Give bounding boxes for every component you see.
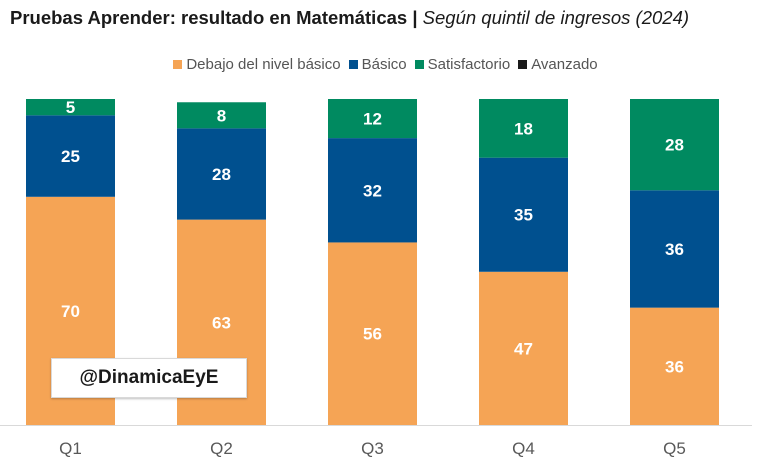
bar-segment (479, 157, 568, 272)
bar-segment (26, 99, 115, 116)
x-tick-label: Q2 (210, 439, 233, 458)
legend-swatch (348, 60, 358, 69)
legend-item: Básico (348, 56, 407, 73)
legend-label: Básico (361, 56, 407, 73)
x-tick-label: Q5 (663, 439, 686, 458)
x-tick-label: Q3 (361, 439, 384, 458)
chart-title-main: Pruebas Aprender: resultado en Matemátic… (10, 7, 418, 28)
chart-title: Pruebas Aprender: resultado en Matemátic… (10, 7, 689, 29)
data-label: 8 (217, 106, 226, 125)
data-label: 18 (514, 119, 533, 138)
data-label: 70 (61, 302, 80, 321)
data-label: 5 (66, 98, 75, 117)
bar-segment (630, 307, 719, 425)
data-label: 25 (61, 147, 80, 166)
legend-item: Debajo del nivel básico (173, 56, 341, 73)
bar-segment (26, 115, 115, 197)
legend-label: Debajo del nivel básico (186, 56, 341, 73)
data-label: 12 (363, 110, 382, 129)
data-label: 63 (212, 313, 231, 332)
chart-legend: Debajo del nivel básico Básico Satisfactor… (0, 56, 771, 73)
bar-segment (630, 190, 719, 308)
bar-segment (177, 128, 266, 220)
data-label: 56 (363, 325, 382, 344)
x-tick-label: Q1 (59, 439, 82, 458)
chart-title-subtitle: Según quintil de ingresos (2024) (417, 7, 690, 28)
legend-label: Avanzado (531, 56, 598, 73)
bar-segment (328, 99, 417, 139)
bar-segment (479, 99, 568, 158)
data-label: 32 (363, 181, 382, 200)
legend-swatch (518, 60, 528, 69)
data-label: 35 (514, 206, 533, 225)
legend-item: Avanzado (518, 56, 598, 73)
legend-label: Satisfactorio (427, 56, 511, 73)
bar-segment (328, 242, 417, 425)
legend-item: Satisfactorio (414, 56, 511, 73)
legend-swatch (414, 60, 424, 69)
bar-segment (479, 271, 568, 425)
data-label: 36 (665, 240, 684, 259)
watermark-handle: @DinamicaEyE (51, 358, 247, 398)
x-tick-label: Q4 (512, 439, 535, 458)
bar-segment (328, 138, 417, 243)
data-label: 28 (665, 136, 684, 155)
bar-segment (630, 99, 719, 191)
data-label: 47 (514, 339, 533, 358)
data-label: 36 (665, 357, 684, 376)
legend-swatch (173, 60, 183, 69)
data-label: 28 (212, 165, 231, 184)
bar-segment (177, 102, 266, 129)
